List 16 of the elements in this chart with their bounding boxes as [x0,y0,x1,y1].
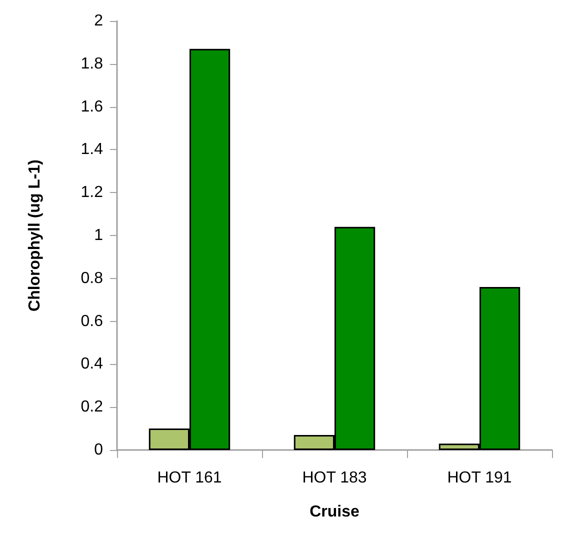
y-tick-label: 0.8 [80,270,104,287]
y-tick-label: 0 [94,442,104,458]
x-axis-title: Cruise [310,504,360,520]
x-tick-label: HOT 161 [157,470,222,486]
y-tick-label: 1.2 [80,184,104,202]
y-tick-label: 1 [94,227,104,244]
x-tick-label: HOT 191 [447,470,512,486]
y-tick-label: 0.2 [80,398,104,416]
y-tick-label: 1.6 [80,98,104,116]
y-axis-title: Chlorophyll (ug L-1) [26,160,44,312]
y-tick-label: 1.4 [80,141,104,158]
y-tick-label: 1.8 [80,55,104,72]
y-tick-label: 0.4 [80,356,104,373]
y-tick-label: 0.6 [80,312,104,330]
y-tick-label: 2 [94,12,104,30]
x-tick-label: HOT 183 [302,470,367,486]
